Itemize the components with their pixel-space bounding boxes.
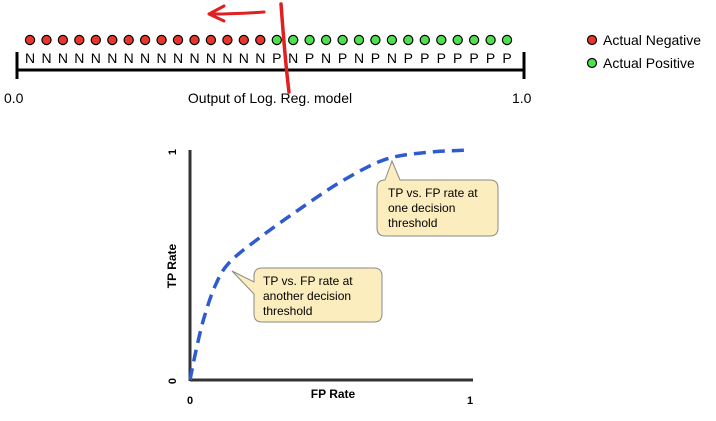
callout-box <box>231 267 383 323</box>
positive-dot <box>288 34 299 46</box>
predicted-negative-letter: N <box>173 50 183 66</box>
positive-dot <box>337 34 348 46</box>
callout-box <box>376 159 499 237</box>
positive-dot <box>485 34 496 46</box>
negative-dot <box>255 34 266 46</box>
arrow-left-icon <box>209 10 266 16</box>
positive-dot <box>370 34 381 46</box>
positive-dot <box>436 34 447 46</box>
x-axis-title: FP Rate <box>311 387 356 401</box>
predicted-negative-letter: N <box>387 50 397 66</box>
predicted-positive-letter: P <box>272 50 281 66</box>
roc-curve-line <box>188 148 471 381</box>
predicted-positive-letter: P <box>371 50 380 66</box>
negative-dot <box>238 34 249 46</box>
callout-line: threshold <box>263 304 312 318</box>
predicted-positive-letter: P <box>486 50 495 66</box>
y-tick-0: 0 <box>167 378 179 384</box>
positive-dot <box>452 34 463 46</box>
arrowhead-icon <box>207 4 226 23</box>
negative-dot <box>222 34 233 46</box>
predicted-negative-letter: N <box>222 50 232 66</box>
legend-label-negative: Actual Negative <box>603 32 701 48</box>
predicted-positive-letter: P <box>420 50 429 66</box>
negative-dot <box>41 34 52 46</box>
callout-line: threshold <box>388 216 437 230</box>
callout-line: TP vs. FP rate at <box>388 186 478 200</box>
negative-dot <box>74 34 85 46</box>
predicted-positive-letter: P <box>404 50 413 66</box>
legend: Actual Negative Actual Positive <box>586 32 701 71</box>
predicted-positive-letter: P <box>469 50 478 66</box>
predicted-negative-letter: N <box>91 50 101 66</box>
negative-dot <box>107 34 118 46</box>
predicted-negative-letter: N <box>354 50 364 66</box>
legend-dot-negative <box>586 34 598 46</box>
predicted-positive-letter: P <box>305 50 314 66</box>
negative-dot <box>189 34 200 46</box>
predicted-negative-letter: N <box>206 50 216 66</box>
predicted-positive-letter: P <box>437 50 446 66</box>
negative-dot <box>205 34 217 46</box>
predicted-negative-letter: N <box>140 50 150 66</box>
predicted-negative-letter: N <box>255 50 265 66</box>
predicted-positive-letter: P <box>338 50 347 66</box>
positive-dot <box>304 34 315 46</box>
class-dots <box>24 34 513 46</box>
roc-chart: 0 1 FP Rate 0 1 TP Rate TP vs. FP rate a… <box>165 148 499 407</box>
x-tick-0: 0 <box>187 395 193 407</box>
negative-dot <box>156 34 167 46</box>
callout-line: TP vs. FP rate at <box>263 274 353 288</box>
callout-line: one decision <box>388 201 455 215</box>
callout-line: another decision <box>263 289 351 303</box>
predicted-negative-letter: N <box>107 50 117 66</box>
positive-dot <box>386 34 398 46</box>
threshold-marker <box>279 2 291 94</box>
positive-dot <box>419 34 430 46</box>
predicted-positive-letter: P <box>502 50 511 66</box>
legend-dot-positive <box>586 57 598 69</box>
positive-dot <box>320 34 332 46</box>
negative-dot <box>90 34 102 46</box>
positive-dot <box>271 34 282 46</box>
predicted-negative-letter: N <box>25 50 35 66</box>
predicted-negative-letter: N <box>74 50 84 66</box>
positive-dot <box>501 34 513 46</box>
predicted-negative-letter: N <box>157 50 167 66</box>
negative-dot <box>139 34 151 46</box>
scale-caption: Output of Log. Reg. model <box>188 90 352 106</box>
positive-dot <box>403 34 414 46</box>
negative-dot <box>172 34 184 46</box>
score-scale <box>15 52 526 79</box>
callout-one-threshold: TP vs. FP rate at one decision threshold <box>376 159 499 237</box>
predicted-negative-letter: N <box>321 50 331 66</box>
predicted-negative-letter: N <box>189 50 199 66</box>
y-axis-title: TP Rate <box>165 243 179 288</box>
legend-label-positive: Actual Positive <box>603 55 695 71</box>
scale-min-label: 0.0 <box>4 90 24 106</box>
x-tick-1: 1 <box>467 395 473 407</box>
predicted-negative-letter: N <box>41 50 51 66</box>
predicted-negative-letter: N <box>288 50 298 66</box>
predicted-negative-letter: N <box>124 50 134 66</box>
predicted-negative-letter: N <box>239 50 249 66</box>
scale-max-label: 1.0 <box>512 90 532 106</box>
negative-dot <box>57 34 69 46</box>
positive-dot <box>353 34 365 46</box>
negative-dot <box>123 34 134 46</box>
predicted-negative-letter: N <box>58 50 68 66</box>
callout-another-threshold: TP vs. FP rate at another decision thres… <box>231 267 383 323</box>
predicted-positive-letter: P <box>453 50 462 66</box>
positive-dot <box>468 34 480 46</box>
y-tick-1: 1 <box>167 149 179 155</box>
negative-dot <box>24 34 36 46</box>
